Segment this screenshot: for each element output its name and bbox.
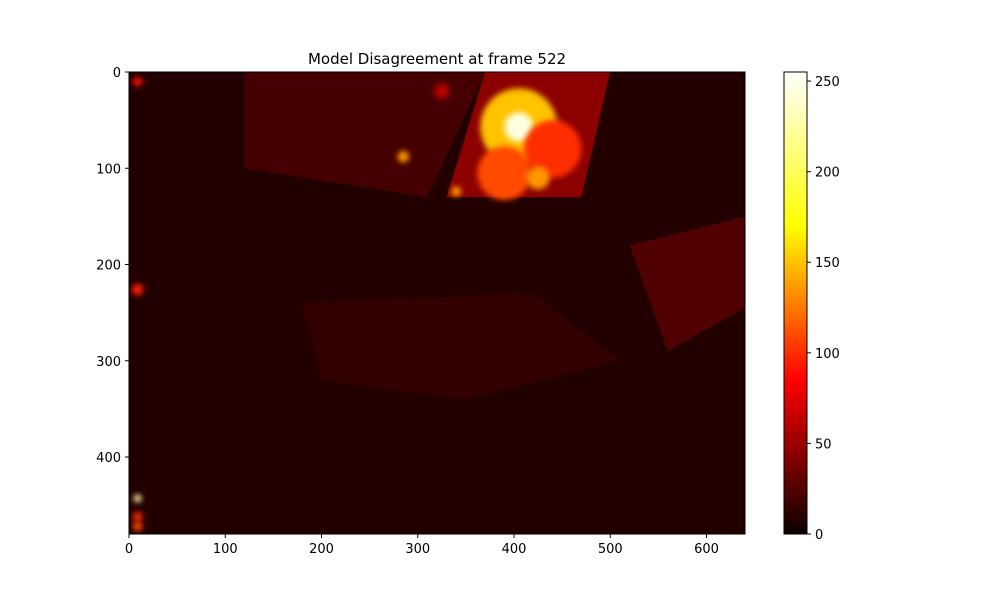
heatmap-hotspot [523,120,582,178]
y-tick-label: 100 [96,162,121,177]
chart-title: Model Disagreement at frame 522 [308,50,566,68]
x-axis: 0 100 200 300 400 500 600 [125,534,719,557]
colorbar-gradient [783,71,808,535]
x-tick-label: 300 [405,542,430,557]
heatmap-hotspot [132,76,143,87]
heatmap-hotspot [133,494,142,503]
y-tick-label: 300 [96,355,121,370]
colorbar-tick-label: 100 [815,347,840,362]
plot-frame [128,71,746,535]
x-tick-label: 500 [598,542,623,557]
x-tick-label: 200 [309,542,334,557]
heatmap-hotspot [131,283,144,296]
plot-area [129,72,745,534]
y-tick-label: 0 [113,66,121,81]
colorbar-tick-label: 250 [815,75,840,90]
heatmap-hotspot [526,166,550,190]
colorbar: 0 50 100 150 200 250 [783,71,840,543]
heatmap-region [629,216,745,352]
colorbar-tick-label: 0 [815,528,823,543]
colorbar-tick-label: 150 [815,256,840,271]
y-axis: 0 100 200 300 400 [96,66,129,466]
heatmap-hotspot [397,150,410,163]
heatmap-region [302,293,620,400]
x-tick-label: 0 [125,542,133,557]
heatmap-hotspot [434,83,450,99]
x-tick-label: 400 [502,542,527,557]
heatmap-region [244,72,486,198]
y-tick-label: 400 [96,451,121,466]
y-tick-label: 200 [96,259,121,274]
heatmap-hotspot [504,112,534,142]
heatmap-hotspot [132,511,143,522]
colorbar-tick-label: 50 [815,437,832,452]
heatmap-hotspot [132,521,143,532]
heatmap-hotspot [451,186,462,197]
x-tick-label: 100 [213,542,238,557]
x-tick-label: 600 [694,542,719,557]
colorbar-tick-label: 200 [815,166,840,181]
heatmap-hotspot [477,146,532,201]
